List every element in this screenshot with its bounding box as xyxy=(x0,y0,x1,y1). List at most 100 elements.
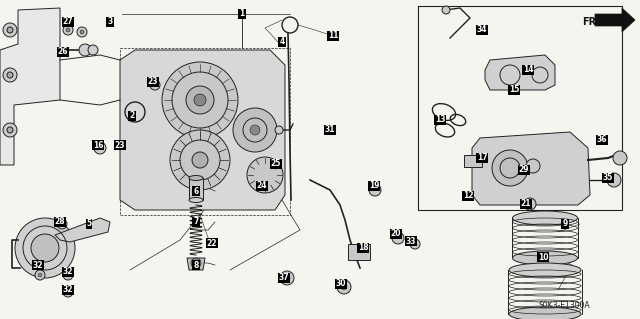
Text: 13: 13 xyxy=(435,115,445,124)
Text: 16: 16 xyxy=(93,140,103,150)
Ellipse shape xyxy=(513,211,577,225)
Polygon shape xyxy=(0,8,60,165)
Text: 23: 23 xyxy=(148,78,158,86)
Circle shape xyxy=(247,157,283,193)
Circle shape xyxy=(341,284,347,290)
Text: 27: 27 xyxy=(63,18,74,26)
Polygon shape xyxy=(472,132,590,205)
Text: 12: 12 xyxy=(463,191,473,201)
Text: 28: 28 xyxy=(54,218,65,226)
Circle shape xyxy=(15,218,75,278)
Ellipse shape xyxy=(509,263,581,277)
Text: 6: 6 xyxy=(193,187,198,196)
Text: 15: 15 xyxy=(509,85,519,94)
Text: 36: 36 xyxy=(596,136,607,145)
Circle shape xyxy=(284,275,290,281)
Text: 37: 37 xyxy=(278,273,289,283)
Circle shape xyxy=(410,239,420,249)
Circle shape xyxy=(79,44,91,56)
Bar xyxy=(348,244,370,260)
Text: 17: 17 xyxy=(477,153,487,162)
Circle shape xyxy=(35,270,45,280)
Polygon shape xyxy=(120,50,285,210)
Circle shape xyxy=(186,86,214,114)
Text: 31: 31 xyxy=(324,125,335,135)
Text: 29: 29 xyxy=(519,166,529,174)
Circle shape xyxy=(66,290,70,294)
Circle shape xyxy=(31,234,59,262)
Circle shape xyxy=(38,273,42,277)
Text: S0K3-E1300A: S0K3-E1300A xyxy=(538,301,590,310)
Circle shape xyxy=(63,287,73,297)
Text: 11: 11 xyxy=(328,32,339,41)
Text: 23: 23 xyxy=(115,140,125,150)
Polygon shape xyxy=(485,55,555,90)
Text: 20: 20 xyxy=(391,229,401,239)
Text: 9: 9 xyxy=(563,219,568,228)
Polygon shape xyxy=(595,8,635,32)
Circle shape xyxy=(492,150,528,186)
Text: 26: 26 xyxy=(58,48,68,56)
Circle shape xyxy=(60,222,64,226)
Text: 18: 18 xyxy=(358,243,368,253)
Bar xyxy=(189,178,203,200)
Circle shape xyxy=(194,94,206,106)
Bar xyxy=(464,155,482,167)
Circle shape xyxy=(63,270,73,280)
Circle shape xyxy=(524,198,536,210)
Circle shape xyxy=(613,151,627,165)
Circle shape xyxy=(233,108,277,152)
Text: 8: 8 xyxy=(193,261,198,270)
Circle shape xyxy=(66,273,70,277)
Ellipse shape xyxy=(189,197,203,203)
Circle shape xyxy=(191,258,201,268)
Circle shape xyxy=(280,271,294,285)
Text: 32: 32 xyxy=(63,286,73,294)
Text: 25: 25 xyxy=(271,160,281,168)
Circle shape xyxy=(7,27,13,33)
Ellipse shape xyxy=(513,251,577,265)
Text: 1: 1 xyxy=(239,10,244,19)
Text: 19: 19 xyxy=(369,182,380,190)
Text: 7: 7 xyxy=(193,218,198,226)
Circle shape xyxy=(3,123,17,137)
Circle shape xyxy=(94,142,106,154)
Text: 4: 4 xyxy=(280,38,285,47)
Circle shape xyxy=(7,127,13,133)
Circle shape xyxy=(369,184,381,196)
Polygon shape xyxy=(187,258,205,270)
Circle shape xyxy=(526,159,540,173)
Circle shape xyxy=(63,25,73,35)
Circle shape xyxy=(275,126,283,134)
Circle shape xyxy=(57,219,67,229)
Text: 21: 21 xyxy=(521,199,531,209)
Text: 22: 22 xyxy=(207,239,217,248)
Text: 5: 5 xyxy=(86,219,92,228)
Text: 3: 3 xyxy=(108,18,113,26)
Circle shape xyxy=(162,62,238,138)
Polygon shape xyxy=(55,218,110,242)
Text: 24: 24 xyxy=(257,182,268,190)
Circle shape xyxy=(192,152,208,168)
Circle shape xyxy=(170,130,230,190)
Circle shape xyxy=(88,45,98,55)
Circle shape xyxy=(337,280,351,294)
Text: 32: 32 xyxy=(33,261,44,270)
Circle shape xyxy=(442,6,450,14)
Circle shape xyxy=(607,173,621,187)
Text: FR.: FR. xyxy=(582,17,600,27)
Circle shape xyxy=(150,80,160,90)
Circle shape xyxy=(250,125,260,135)
Text: 35: 35 xyxy=(603,174,613,182)
Circle shape xyxy=(3,23,17,37)
Circle shape xyxy=(7,72,13,78)
Ellipse shape xyxy=(509,307,581,319)
Text: 32: 32 xyxy=(63,268,73,277)
Text: 33: 33 xyxy=(406,236,416,246)
Text: 14: 14 xyxy=(523,65,533,75)
Circle shape xyxy=(3,68,17,82)
Text: 34: 34 xyxy=(477,26,487,34)
Circle shape xyxy=(66,28,70,32)
Text: 30: 30 xyxy=(336,279,346,288)
Circle shape xyxy=(392,232,404,244)
